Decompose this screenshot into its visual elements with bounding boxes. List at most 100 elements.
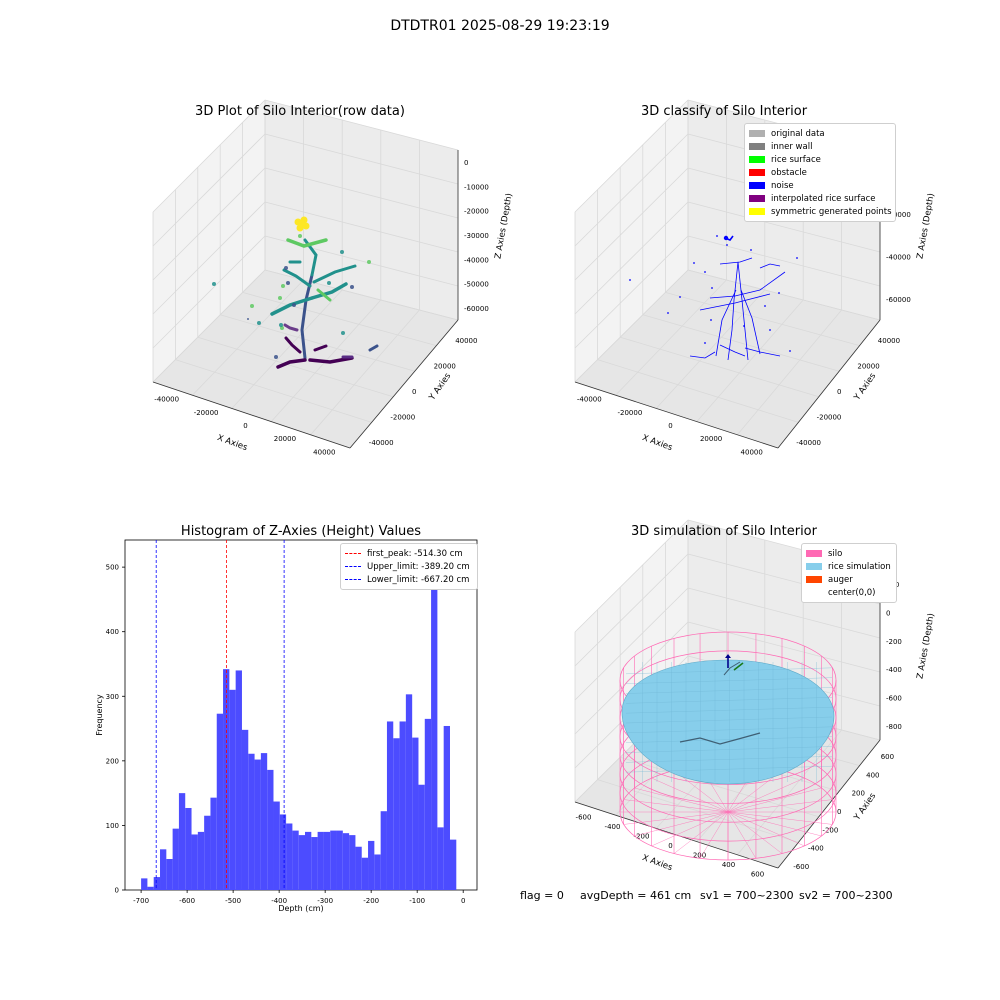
rice-mesh-line bbox=[625, 716, 833, 724]
legend-item-first-peak: first_peak: -514.30 cm bbox=[345, 547, 473, 560]
floor-gridline bbox=[220, 314, 415, 372]
wall-gridline bbox=[152, 99, 266, 213]
x-tick-label: 200 bbox=[693, 851, 706, 859]
y-tick-label: -200 bbox=[822, 826, 838, 834]
x-tick-label: -300 bbox=[317, 897, 333, 905]
noise-point bbox=[764, 305, 766, 307]
wall-gridline bbox=[687, 621, 881, 673]
histogram-bar bbox=[305, 831, 312, 890]
rice-mesh-line bbox=[625, 687, 833, 694]
x-tick-label: -500 bbox=[225, 897, 241, 905]
noise-point bbox=[716, 235, 718, 237]
z-tick-label: -200 bbox=[886, 638, 902, 646]
histogram-bar bbox=[342, 833, 350, 890]
y-tick-label: -40000 bbox=[369, 439, 394, 447]
raw-data-point bbox=[284, 266, 288, 270]
rice-surface-ridge bbox=[723, 661, 741, 676]
x-axis-line bbox=[574, 381, 779, 449]
noise-point bbox=[769, 329, 771, 331]
z-tick-label: -40000 bbox=[464, 256, 489, 264]
rice-mesh-line bbox=[625, 736, 833, 743]
legend-swatch bbox=[749, 208, 765, 215]
histogram-bar bbox=[235, 670, 242, 890]
noise-point bbox=[704, 271, 706, 273]
rice-mesh-line bbox=[625, 746, 833, 753]
wall-gridline bbox=[574, 587, 689, 701]
legend-item-rice-simulation: rice simulation bbox=[806, 560, 892, 573]
legend-swatch bbox=[749, 169, 765, 176]
legend-label: symmetric generated points bbox=[771, 206, 892, 217]
wall-gridline bbox=[687, 201, 881, 253]
x-tick-label: 20000 bbox=[700, 435, 722, 443]
x-tick-label: 0 bbox=[668, 422, 672, 430]
x-tick-label: 40000 bbox=[741, 448, 763, 456]
z-axis-label: Z Axies (Depth) bbox=[915, 192, 936, 259]
x-axis-label: X Axies bbox=[641, 853, 674, 873]
legend-swatch bbox=[749, 156, 765, 163]
x-tick-label: -20000 bbox=[194, 409, 219, 417]
histogram-bar bbox=[424, 718, 432, 890]
legend-line bbox=[345, 579, 361, 580]
wall-gridline bbox=[152, 235, 266, 349]
floor-gridline bbox=[620, 756, 819, 818]
legend-item-noise: noise bbox=[749, 179, 891, 192]
silo-floor-spoke bbox=[634, 787, 729, 813]
z-tick-label: -60000 bbox=[464, 305, 489, 313]
raw-plot-title: 3D Plot of Silo Interior(row data) bbox=[195, 104, 405, 119]
y-tick-label: 0 bbox=[837, 808, 841, 816]
legend-label: rice simulation bbox=[828, 561, 891, 572]
silo-floor-spoke bbox=[727, 811, 805, 847]
classify-legend: original data inner wall rice surface ob… bbox=[744, 123, 896, 222]
silo-floor-spoke bbox=[623, 799, 729, 813]
legend-label: auger bbox=[828, 574, 853, 585]
rice-mesh-line bbox=[625, 756, 833, 763]
silo-floor-spoke bbox=[634, 811, 729, 837]
raw-data-point bbox=[367, 260, 371, 264]
rice-mesh-line bbox=[625, 697, 833, 704]
histogram-bar bbox=[311, 837, 318, 890]
x-axis-label: Depth (cm) bbox=[278, 904, 323, 913]
histogram-bar bbox=[267, 769, 274, 890]
rice-mesh-line bbox=[625, 766, 833, 773]
floor-gridline bbox=[597, 359, 799, 423]
legend-label: interpolated rice surface bbox=[771, 193, 876, 204]
histogram-bar bbox=[393, 738, 400, 890]
raw-data-strand bbox=[368, 344, 379, 352]
y-tick-label: 300 bbox=[106, 693, 119, 701]
histogram-bar bbox=[223, 669, 230, 890]
legend-swatch bbox=[806, 576, 822, 583]
y-tick-label: 40000 bbox=[455, 337, 477, 345]
histogram-bar bbox=[141, 878, 148, 890]
z-tick-label: -20000 bbox=[886, 211, 911, 219]
silo-floor-spoke bbox=[651, 777, 729, 813]
y-tick-label: 100 bbox=[106, 822, 119, 830]
histogram-bar bbox=[418, 784, 425, 890]
x-tick-label: -100 bbox=[409, 897, 425, 905]
legend-label: inner wall bbox=[771, 141, 813, 152]
y-axis-label: Y Axies bbox=[852, 371, 879, 403]
histogram-bar bbox=[147, 886, 154, 890]
noise-strand bbox=[689, 351, 716, 359]
noise-point bbox=[726, 244, 728, 246]
raw-data-point bbox=[298, 234, 302, 238]
raw-data-point bbox=[340, 250, 344, 254]
noise-point bbox=[711, 287, 713, 289]
raw-data-point bbox=[298, 220, 306, 228]
z-axis-label: Z Axies (Depth) bbox=[493, 192, 514, 259]
x-tick-label: -40000 bbox=[154, 396, 179, 404]
raw-data-strand bbox=[310, 282, 348, 300]
histogram-bar bbox=[210, 797, 217, 890]
noise-strand bbox=[727, 261, 739, 361]
floor-gridline bbox=[696, 299, 804, 422]
legend-label: center(0,0) bbox=[828, 587, 876, 598]
floor-gridline bbox=[620, 336, 819, 398]
histogram-bar bbox=[431, 557, 438, 890]
floor-gridline bbox=[192, 279, 304, 396]
silo-floor-spoke bbox=[699, 811, 729, 859]
legend-item-upper-limit: Upper_limit: -389.20 cm bbox=[345, 560, 473, 573]
silo-floor-spoke bbox=[623, 811, 729, 825]
noise-point bbox=[778, 292, 780, 294]
status-flag: flag = 0 bbox=[520, 889, 564, 902]
raw-data-point bbox=[212, 282, 216, 286]
y-tick-label: 0 bbox=[412, 388, 416, 396]
